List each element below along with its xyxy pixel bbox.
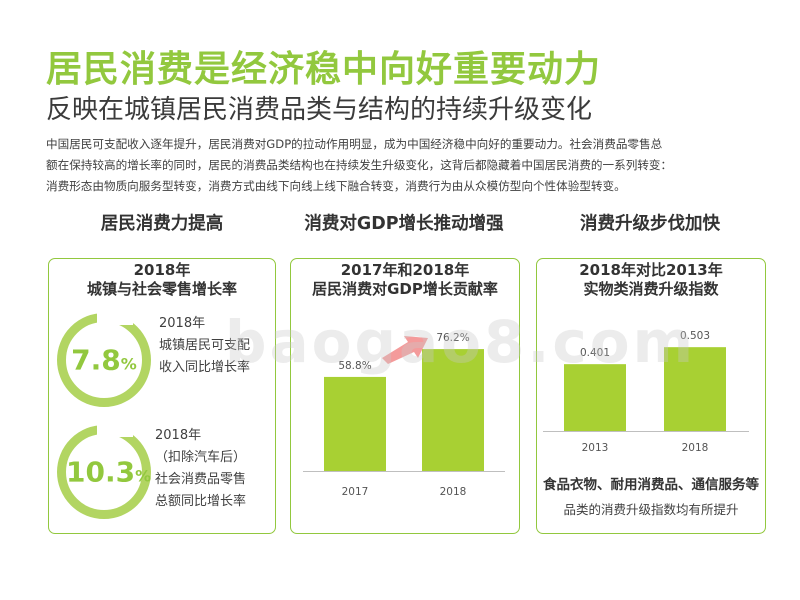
- panel-note: 食品衣物、耐用消费品、通信服务等: [543, 477, 759, 493]
- tick-label: 2018: [682, 442, 709, 454]
- ring-gap: [97, 311, 133, 325]
- tick-label: 2013: [582, 442, 609, 454]
- intro-line: 中国居民可支配收入逐年提升，居民消费对GDP的拉动作用明显，成为中国经济稳中向好…: [46, 137, 663, 151]
- data-label: 0.401: [580, 347, 610, 359]
- section-heading-consumption-power: 居民消费力提高: [100, 214, 224, 234]
- panel-title-line: 2018年对比2013年: [579, 261, 723, 279]
- watermark: baogao8.com: [225, 308, 697, 376]
- stat-description: 2018年 城镇居民可支配 收入同比增长率: [159, 313, 250, 379]
- stat-value: 10.3%: [66, 455, 152, 489]
- panel-gdp-contribution: 2017年和2018年 居民消费对GDP增长贡献率 58.8% 2017 76.2%…: [290, 258, 520, 534]
- bar: [324, 376, 386, 471]
- data-label: 76.2%: [436, 332, 469, 344]
- arrow-icon: [382, 336, 428, 364]
- section-heading-gdp-contribution: 消费对GDP增长推动增强: [304, 214, 504, 234]
- bar: [664, 347, 726, 431]
- panel-title: 2018年对比2013年 实物类消费升级指数: [537, 261, 765, 299]
- bar: [564, 364, 626, 431]
- intro-paragraph: 中国居民可支配收入逐年提升，居民消费对GDP的拉动作用明显，成为中国经济稳中向好…: [46, 134, 768, 197]
- panel-title-line: 2017年和2018年: [340, 261, 470, 279]
- gdp-contribution-chart: 58.8% 2017 76.2% 2018: [303, 332, 505, 498]
- stat-desc-line: 社会消费品零售: [155, 472, 247, 487]
- panel-title: 2017年和2018年 居民消费对GDP增长贡献率: [291, 261, 519, 299]
- panel-note: 品类的消费升级指数均有所提升: [563, 502, 739, 517]
- tick-label: 2017: [342, 486, 369, 498]
- panel-title-line: 城镇与社会零售增长率: [86, 280, 237, 298]
- stat-description: 2018年 （扣除汽车后） 社会消费品零售 总额同比增长率: [155, 425, 246, 513]
- panel-title-line: 居民消费对GDP增长贡献率: [312, 280, 498, 298]
- stat-desc-line: 城镇居民可支配: [159, 338, 251, 353]
- intro-line: 额在保持较高的增长率的同时，居民的消费品类结构也在持续发生升级变化，这背后都隐藏…: [46, 158, 673, 172]
- upgrade-index-chart: 0.401 2013 0.503 2018: [543, 330, 749, 454]
- stat-desc-line: 2018年: [159, 316, 206, 331]
- panel-title-line: 2018年: [133, 261, 191, 279]
- ring-gap: [97, 423, 133, 437]
- data-label: 0.503: [680, 330, 710, 342]
- stat-value: 7.8%: [71, 343, 137, 377]
- section-heading-consumption-upgrade: 消费升级步伐加快: [580, 214, 720, 234]
- stat-desc-line: 2018年: [155, 428, 202, 443]
- intro-line: 消费形态由物质向服务型转变，消费方式由线下向线上线下融合转变，消费行为由从众模仿…: [46, 179, 626, 193]
- stat-ring: 10.3%: [57, 425, 151, 519]
- panel-title: 2018年 城镇与社会零售增长率: [49, 261, 275, 299]
- stat-desc-line: 收入同比增长率: [159, 360, 251, 375]
- panel-upgrade-index: 2018年对比2013年 实物类消费升级指数 0.401 2013 0.503 201…: [536, 258, 766, 534]
- bar: [422, 349, 484, 471]
- tick-label: 2018: [440, 486, 467, 498]
- stat-desc-line: 总额同比增长率: [155, 494, 247, 509]
- panel-growth-rates: 2018年 城镇与社会零售增长率 7.8% 2018年 城镇居民可支配 收入同比…: [48, 258, 276, 534]
- page-subtitle: 反映在城镇居民消费品类与结构的持续升级变化: [46, 95, 593, 125]
- data-label: 58.8%: [338, 360, 371, 372]
- panel-title-line: 实物类消费升级指数: [583, 280, 719, 298]
- stat-desc-line: （扣除汽车后）: [155, 450, 247, 465]
- stat-ring: 7.8%: [57, 313, 151, 407]
- page-title: 居民消费是经济稳中向好重要动力: [46, 49, 602, 90]
